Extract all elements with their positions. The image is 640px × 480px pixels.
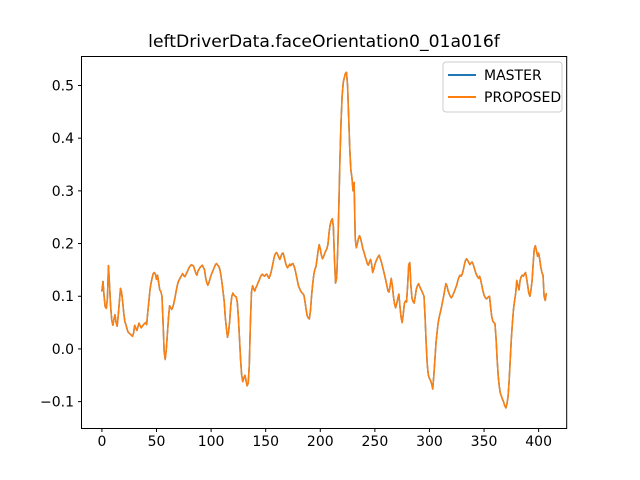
x-tick-label: 350	[471, 434, 498, 450]
line-series-proposed	[101, 71, 548, 409]
chart-title: leftDriverData.faceOrientation0_01a016f	[148, 32, 501, 52]
x-tick-label: 250	[362, 434, 389, 450]
y-tick-label: −0.1	[40, 395, 74, 411]
legend-label-proposed: PROPOSED	[484, 90, 561, 106]
y-tick-label: 0.5	[52, 78, 74, 94]
x-tick-label: 0	[97, 434, 106, 450]
x-axis: 0 50 100 150 200 250 300 350 400	[97, 428, 552, 450]
legend-label-master: MASTER	[484, 68, 542, 84]
x-tick-label: 100	[198, 434, 225, 450]
x-tick-label: 150	[252, 434, 279, 450]
x-tick-label: 400	[525, 434, 552, 450]
axes-spines	[81, 56, 568, 429]
y-tick-label: 0.3	[52, 184, 74, 200]
y-tick-label: 0.0	[52, 342, 74, 358]
x-tick-label: 300	[416, 434, 443, 450]
y-tick-label: 0.1	[52, 289, 74, 305]
x-tick-label: 200	[307, 434, 334, 450]
legend: MASTER PROPOSED	[442, 61, 563, 113]
axes-background	[81, 56, 567, 429]
y-axis: −0.1 0.0 0.1 0.2 0.3 0.4 0.5	[40, 78, 82, 411]
x-tick-label: 50	[148, 434, 166, 450]
y-tick-label: 0.4	[52, 131, 74, 147]
y-tick-label: 0.2	[52, 236, 74, 252]
